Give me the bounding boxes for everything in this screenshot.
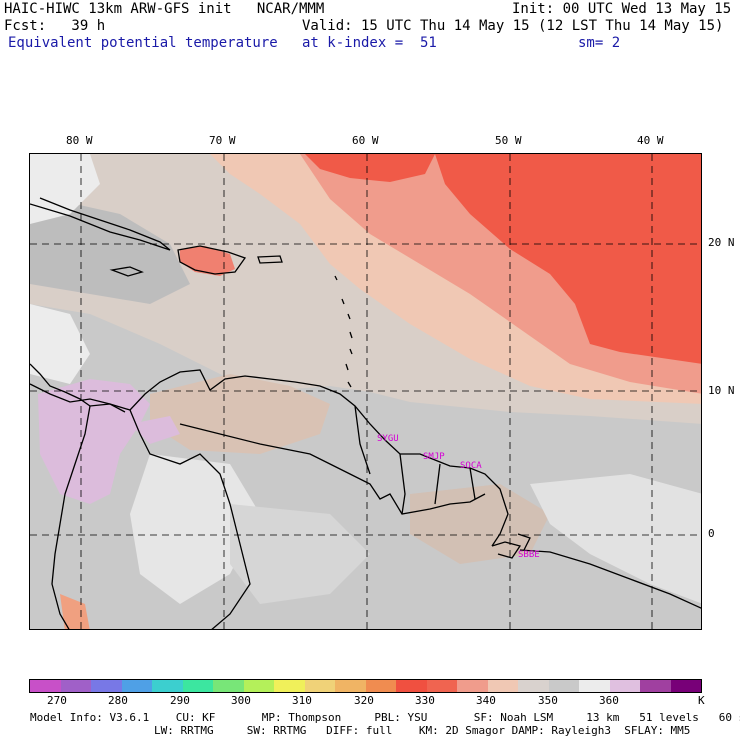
colorbar-swatch: [91, 680, 122, 692]
init-time: Init: 00 UTC Wed 13 May 15: [512, 1, 732, 17]
colorbar-label-270: 270: [47, 694, 67, 707]
colorbar-swatch: [182, 680, 213, 692]
colorbar-swatch: [152, 680, 183, 692]
colorbar-swatch: [121, 680, 152, 692]
field-red: [435, 154, 701, 364]
coast-puertorico: [257, 255, 283, 264]
colorbar-unit: K: [698, 694, 705, 707]
field-red-north: [305, 154, 435, 182]
field-name: Equivalent potential temperature: [8, 35, 278, 51]
lon-label-40w: 40 W: [637, 134, 664, 147]
theta-e-map: SYGU SMJP SOCA SBBE: [29, 153, 702, 630]
field-sw-warm: [60, 594, 90, 629]
coast-south-america: [30, 369, 509, 547]
station-sygu: SYGU: [377, 434, 399, 444]
colorbar-swatch: [457, 680, 488, 692]
field-hispaniola-warm: [180, 246, 235, 276]
coastlines: [30, 197, 701, 629]
colorbar-label-300: 300: [231, 694, 251, 707]
lat-label-20n: 20 N: [708, 236, 735, 249]
colorbar-label-310: 310: [292, 694, 312, 707]
colorbar-label-280: 280: [108, 694, 128, 707]
valid-time: Valid: 15 UTC Thu 14 May 15 (12 LST Thu …: [302, 18, 724, 34]
border-guianas: [354, 405, 476, 515]
field-lavender-east: [130, 416, 180, 444]
colorbar: [29, 679, 702, 693]
colorbar-label-350: 350: [538, 694, 558, 707]
colorbar-swatch: [365, 680, 396, 692]
colorbar-swatch: [640, 680, 671, 692]
coast-antilles: [334, 275, 353, 388]
station-smjp: SMJP: [423, 452, 445, 462]
colorbar-swatch: [518, 680, 549, 692]
lon-label-60w: 60 W: [352, 134, 379, 147]
colorbar-swatch: [304, 680, 335, 692]
model-info-line1: Model Info: V3.6.1 CU: KF MP: Thompson P…: [30, 711, 740, 724]
field-white-west: [30, 304, 90, 384]
smoothing: sm= 2: [578, 35, 621, 51]
lat-label-10n: 10 N: [708, 384, 735, 397]
coast-central-america: [30, 363, 126, 413]
coast-brazil: [519, 549, 701, 609]
colorbar-swatch: [243, 680, 274, 692]
station-sbbe: SBBE: [518, 550, 540, 560]
lon-label-80w: 80 W: [66, 134, 93, 147]
coast-pacific: [51, 405, 91, 629]
border-colombia: [129, 409, 251, 629]
colorbar-swatch: [335, 680, 366, 692]
colorbar-swatch: [396, 680, 427, 692]
colorbar-swatch: [274, 680, 305, 692]
colorbar-swatch: [213, 680, 244, 692]
model-title: HAIC-HIWC 13km ARW-GFS init NCAR/MMM: [4, 1, 325, 17]
colorbar-swatch: [30, 680, 61, 692]
colorbar-label-290: 290: [170, 694, 190, 707]
level-index: at k-index = 51: [302, 35, 437, 51]
lon-label-70w: 70 W: [209, 134, 236, 147]
coast-cuba: [30, 197, 171, 251]
colorbar-swatch: [487, 680, 518, 692]
station-soca: SOCA: [460, 461, 482, 471]
map-canvas: [30, 154, 701, 629]
field-white-east: [530, 474, 701, 604]
forecast-hour: Fcst: 39 h: [4, 18, 106, 34]
coast-hispaniola: [177, 245, 247, 275]
model-info-line2: LW: RRTMG SW: RRTMG DIFF: full KM: 2D Sm…: [154, 724, 691, 737]
lon-label-50w: 50 W: [495, 134, 522, 147]
field-grey-interior: [230, 504, 370, 604]
colorbar-swatch: [609, 680, 640, 692]
colorbar-swatch: [548, 680, 579, 692]
field-tan-venezuela: [150, 374, 330, 454]
lat-label-0: 0: [708, 527, 715, 540]
colorbar-label-360: 360: [599, 694, 619, 707]
field-white-andes: [130, 454, 260, 604]
colorbar-label-330: 330: [415, 694, 435, 707]
colorbar-swatch: [579, 680, 610, 692]
coast-jamaica: [109, 266, 144, 277]
field-white-nw: [30, 154, 100, 224]
colorbar-swatch: [426, 680, 457, 692]
colorbar-swatch: [670, 680, 701, 692]
latlon-grid: [30, 154, 701, 629]
colorbar-label-320: 320: [354, 694, 374, 707]
field-grey-west: [30, 194, 190, 304]
colorbar-swatch: [60, 680, 91, 692]
colorbar-label-340: 340: [476, 694, 496, 707]
border-venezuela-brazil: [179, 423, 486, 515]
